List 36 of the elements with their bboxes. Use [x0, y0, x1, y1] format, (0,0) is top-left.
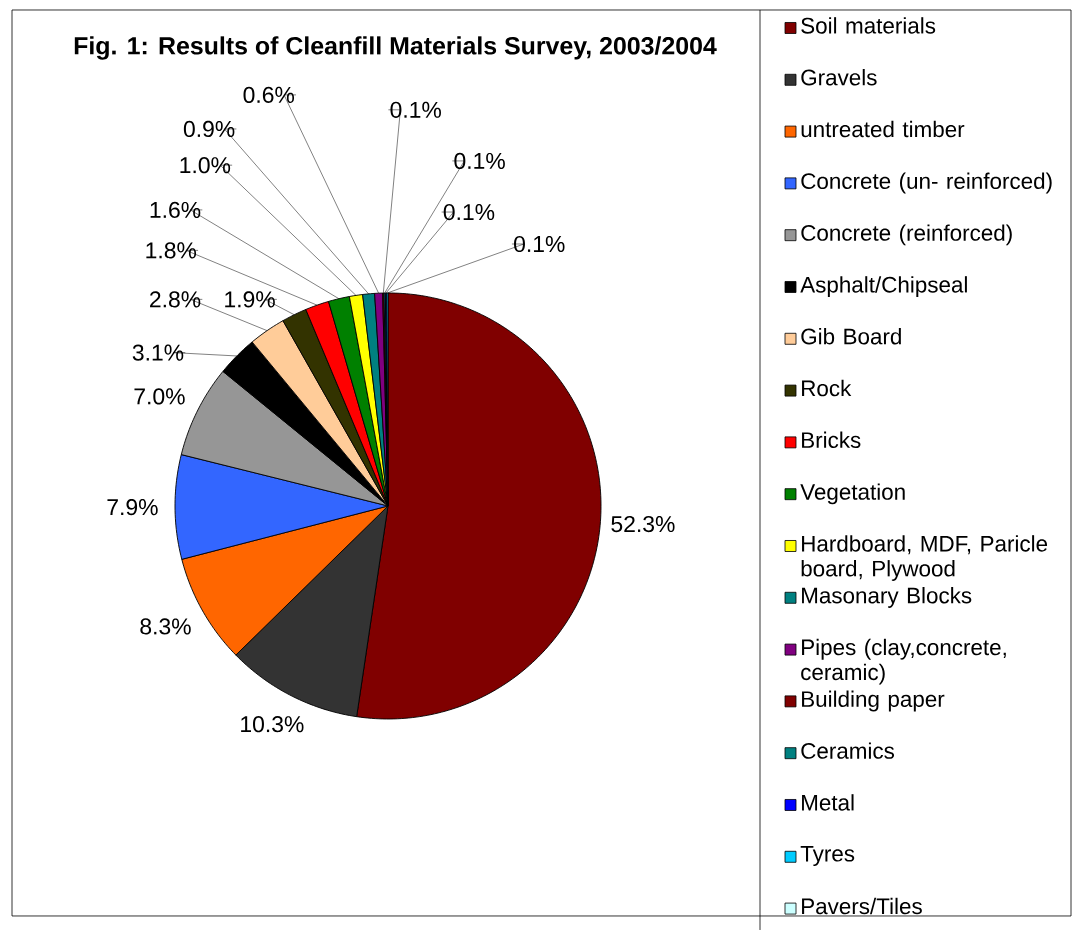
data-label: 0.6% — [243, 86, 295, 103]
data-label: 8.3% — [140, 618, 191, 635]
data-label: 3.1% — [132, 344, 184, 361]
data-label: 2.8% — [150, 291, 201, 308]
data-label: 0.1% — [390, 101, 441, 118]
legend-label: untreated timber — [801, 120, 965, 138]
data-label: 0.1% — [454, 152, 505, 170]
data-label: 1.8% — [146, 242, 197, 259]
legend-label: Building paper — [802, 690, 945, 712]
data-label: 7.9% — [107, 499, 158, 516]
legend-label: Pipes (clay,concrete, ceramic) — [801, 638, 1006, 685]
legend-label: Asphalt/Chipseal — [800, 276, 967, 298]
legend-label: Rock — [802, 379, 852, 397]
legend-label: Bricks — [802, 431, 861, 449]
data-label: 1.9% — [225, 291, 275, 308]
legend-label: Concrete (reinforced) — [801, 224, 1012, 246]
legend-label: Soil materials — [801, 17, 936, 34]
legend-label: Metal — [802, 794, 854, 811]
legend-label: Ceramics — [801, 742, 895, 759]
legend-label: Vegetation — [800, 483, 905, 505]
data-label: 1.6% — [150, 201, 201, 219]
data-label: 0.9% — [183, 120, 235, 138]
legend-label: Masonary Blocks — [802, 586, 972, 608]
legend-label: Tyres — [800, 845, 855, 867]
legend-label: Gravels — [801, 68, 877, 86]
legend-label: Hardboard, MDF, Paricle board, Plywood — [801, 535, 1048, 581]
text: Fig. 1: Results of Cleanfill Materials Survey, 2003/2004 — [74, 36, 717, 60]
data-label: 10.3% — [241, 716, 304, 733]
data-label: 0.1% — [514, 235, 565, 253]
legend-label: Gib Board — [801, 327, 901, 345]
data-label: 52.3% — [611, 515, 675, 533]
legend-label: Concrete (un- reinforced) — [801, 172, 1052, 194]
data-label: 1.0% — [180, 157, 231, 174]
data-label: 0.1% — [443, 203, 495, 221]
data-label: 7.0% — [134, 388, 185, 405]
legend-label: Pavers/Tiles — [802, 897, 922, 915]
